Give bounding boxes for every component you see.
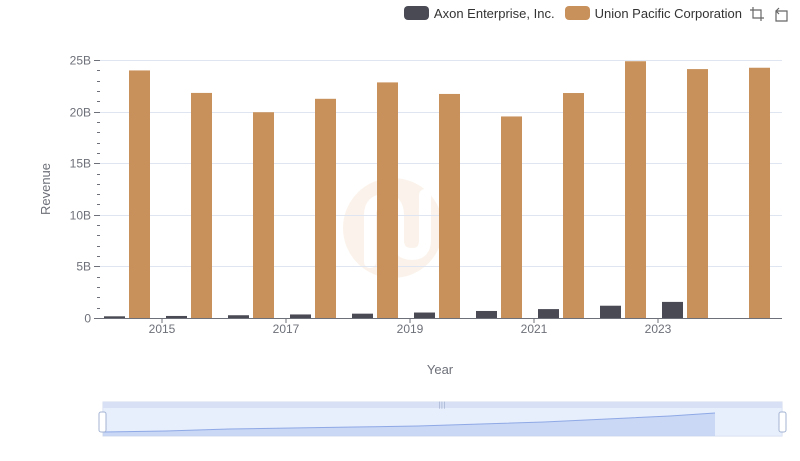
x-tick-label: 2017 — [273, 322, 300, 336]
bar-axon-2016[interactable] — [228, 315, 249, 318]
legend-swatch-union-pacific — [564, 6, 590, 20]
y-axis-title: Revenue — [38, 163, 53, 215]
data-zoom-slider[interactable]: ||| — [98, 401, 787, 437]
x-tick-label: 2019 — [397, 322, 424, 336]
x-tick-label: 2021 — [521, 322, 548, 336]
data-zoom-preview-line — [102, 412, 716, 433]
bar-union-pacific-2019[interactable] — [439, 93, 460, 319]
x-tick-label: 2015 — [149, 322, 176, 336]
bar-union-pacific-2018[interactable] — [377, 82, 398, 318]
toolbox — [748, 5, 790, 23]
restore-icon[interactable] — [772, 5, 790, 23]
bar-union-pacific-2017[interactable] — [315, 98, 336, 319]
data-zoom-top-bar[interactable] — [103, 402, 782, 408]
y-tick-label: 25B — [70, 54, 91, 68]
bar-union-pacific-2014[interactable] — [129, 70, 150, 318]
data-zoom-handle-right[interactable] — [778, 411, 787, 433]
legend-label-axon: Axon Enterprise, Inc. — [433, 5, 555, 21]
legend-item-axon[interactable]: Axon Enterprise, Inc. — [403, 5, 555, 21]
bar-union-pacific-2020[interactable] — [501, 116, 522, 318]
zoom-icon[interactable] — [748, 5, 766, 23]
bar-union-pacific-2015[interactable] — [191, 92, 212, 318]
y-tick-label: 15B — [70, 157, 91, 171]
bar-axon-2015[interactable] — [166, 315, 187, 318]
data-zoom-handle-left[interactable] — [98, 411, 107, 433]
y-tick-label: 20B — [70, 106, 91, 120]
bar-union-pacific-2016[interactable] — [253, 112, 274, 318]
bar-axon-2019[interactable] — [414, 312, 435, 318]
bar-axon-2023[interactable] — [662, 301, 683, 318]
x-axis-title: Year — [427, 362, 454, 377]
bar-axon-2017[interactable] — [290, 314, 311, 318]
x-tick-label: 2023 — [645, 322, 672, 336]
legend: Axon Enterprise, Inc. Union Pacific Corp… — [403, 3, 742, 23]
bar-axon-2022[interactable] — [600, 305, 621, 318]
bar-union-pacific-2021[interactable] — [563, 93, 584, 318]
y-tick-label: 10B — [70, 209, 91, 223]
bar-axon-2020[interactable] — [476, 310, 497, 318]
data-zoom-grip-icon[interactable]: ||| — [438, 401, 445, 409]
data-zoom-preview-area — [103, 413, 715, 436]
bar-axon-2014[interactable] — [104, 316, 125, 318]
y-tick-label: 5B — [76, 260, 91, 274]
bar-axon-2021[interactable] — [538, 309, 559, 318]
bar-axon-2018[interactable] — [352, 313, 373, 318]
legend-label-union-pacific: Union Pacific Corporation — [594, 5, 742, 21]
bar-union-pacific-2023[interactable] — [687, 69, 708, 318]
bar-union-pacific-2022[interactable] — [625, 61, 646, 318]
y-tick-label: 0 — [84, 312, 91, 326]
bar-union-pacific-2024[interactable] — [749, 67, 770, 319]
legend-swatch-axon — [403, 6, 429, 20]
legend-item-union-pacific[interactable]: Union Pacific Corporation — [564, 5, 742, 21]
